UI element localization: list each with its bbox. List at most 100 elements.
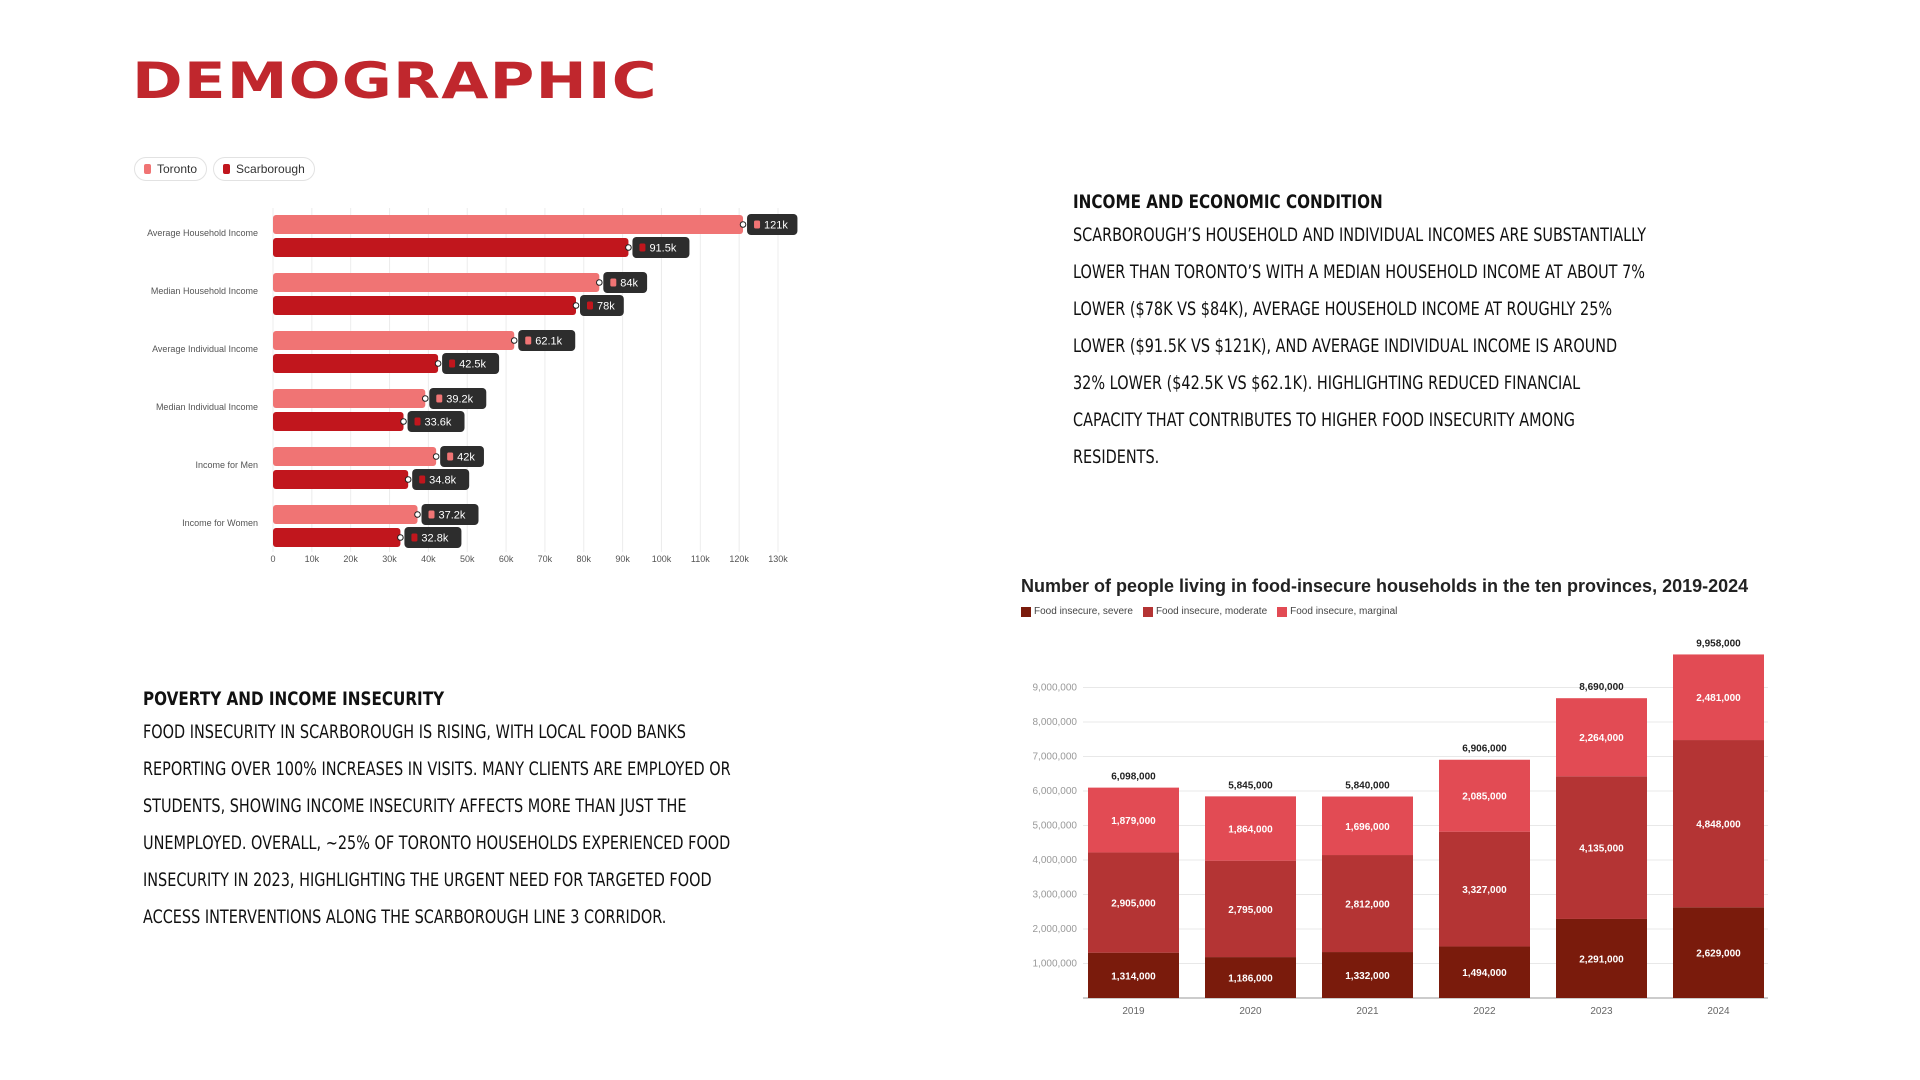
data-label-swatch <box>447 452 454 461</box>
data-label: 39.2k <box>446 394 473 406</box>
segment-value-label: 4,848,000 <box>1696 820 1741 831</box>
legend-swatch-moderate <box>1142 606 1153 617</box>
x-tick-label: 2021 <box>1356 1006 1379 1017</box>
x-tick-label: 2019 <box>1122 1006 1145 1017</box>
legend-swatch-severe <box>1021 606 1031 617</box>
legend-swatch-toronto <box>144 164 151 174</box>
data-label-badge <box>429 388 487 409</box>
food-insecurity-stacked-chart: 1,000,000 2,000,000 3,000,000 4,000,000 5,00… <box>1033 638 1768 1017</box>
data-label-swatch <box>754 220 761 229</box>
segment-value-label: 1,332,000 <box>1345 971 1390 982</box>
data-label: 84k <box>620 278 638 290</box>
bar-toronto-income-for-women <box>273 505 418 524</box>
legend-item-scarborough[interactable]: Scarborough <box>213 157 315 181</box>
x-tick-label: 10k <box>305 554 320 564</box>
data-label: 32.8k <box>421 533 448 545</box>
data-label-badge <box>603 272 648 293</box>
bar-segment-food-insecure-marginal-2023 <box>1556 698 1647 777</box>
data-label: 42k <box>457 452 475 464</box>
x-tick-label: 40k <box>421 554 436 564</box>
data-label-swatch <box>428 510 435 519</box>
total-value-label: 8,690,000 <box>1579 682 1624 693</box>
x-tick-label: 110k <box>691 554 710 564</box>
bar-toronto-median-individual-income <box>273 389 426 408</box>
data-label-badge <box>747 214 798 235</box>
legend-item-severe: Food insecure, severe <box>1021 606 1133 617</box>
x-tick-label: 30k <box>382 554 397 564</box>
data-point-marker <box>510 337 518 344</box>
legend-swatch-marginal <box>1277 606 1288 617</box>
segment-value-label: 4,135,000 <box>1579 844 1624 855</box>
bar-segment-food-insecure-severe-2019 <box>1088 952 1179 998</box>
data-label: 33.6k <box>425 417 452 429</box>
x-tick-label: 90k <box>615 554 630 564</box>
bar-scarborough-average-individual-income <box>273 354 439 373</box>
data-point-marker <box>400 418 407 425</box>
bar-segment-food-insecure-moderate-2019 <box>1088 852 1179 953</box>
segment-value-label: 2,812,000 <box>1345 900 1390 911</box>
bar-segment-food-insecure-marginal-2021 <box>1322 796 1413 856</box>
x-tick-label: 80k <box>577 554 592 564</box>
bar-toronto-average-household-income <box>273 215 744 234</box>
bar-scarborough-median-household-income <box>273 296 576 315</box>
bar-scarborough-income-for-men <box>273 470 409 489</box>
data-point-marker <box>434 360 442 367</box>
bar-segment-food-insecure-moderate-2022 <box>1439 831 1530 947</box>
x-tick-label: 2020 <box>1239 1006 1262 1017</box>
segment-value-label: 1,864,000 <box>1228 825 1273 836</box>
category-label: Income for Women <box>182 518 258 528</box>
y-tick-label: 2,000,000 <box>1033 924 1078 935</box>
bar-segment-food-insecure-severe-2020 <box>1205 957 1296 998</box>
legend-swatch-scarborough <box>223 164 231 174</box>
x-tick-label: 120k <box>729 554 749 564</box>
segment-value-label: 2,085,000 <box>1462 792 1507 803</box>
x-tick-label: 100k <box>652 554 672 564</box>
data-point-marker <box>397 534 404 541</box>
x-tick-label: 2024 <box>1707 1006 1730 1017</box>
data-label: 37.2k <box>439 510 466 522</box>
category-label: Median Individual Income <box>156 402 258 412</box>
segment-value-label: 1,696,000 <box>1345 822 1390 833</box>
bar-scarborough-income-for-women <box>273 528 401 547</box>
bar-segment-food-insecure-marginal-2020 <box>1205 796 1296 861</box>
bar-segment-food-insecure-severe-2021 <box>1322 952 1413 998</box>
y-tick-label: 5,000,000 <box>1033 821 1078 832</box>
y-tick-label: 7,000,000 <box>1033 752 1078 763</box>
data-label-badge <box>518 330 576 351</box>
bar-segment-food-insecure-marginal-2022 <box>1439 759 1530 832</box>
y-tick-label: 3,000,000 <box>1033 890 1078 901</box>
legend-label-moderate: Food insecure, moderate <box>1155 606 1268 617</box>
segment-value-label: 2,795,000 <box>1228 905 1273 916</box>
data-label-swatch <box>414 417 421 426</box>
data-label-swatch <box>419 475 426 484</box>
legend-label-scarborough: Scarborough <box>236 162 305 176</box>
x-tick-label: 130k <box>768 554 788 564</box>
income-chart-legend: Toronto Scarborough <box>134 157 315 181</box>
bar-toronto-median-household-income <box>273 273 600 292</box>
legend-item-toronto[interactable]: Toronto <box>134 157 208 181</box>
data-label-swatch <box>587 301 593 310</box>
poverty-section: Poverty and Income Insecurity Food insec… <box>143 688 953 936</box>
data-label: 42.5k <box>459 359 486 371</box>
legend-item-marginal: Food insecure, marginal <box>1277 606 1397 617</box>
food-chart-title: Number of people living in food-insecure… <box>1021 576 1749 596</box>
data-label-badge <box>421 504 479 525</box>
data-label: 121k <box>764 220 788 232</box>
segment-value-label: 2,264,000 <box>1579 733 1624 744</box>
bar-scarborough-average-household-income <box>273 238 629 257</box>
bar-segment-food-insecure-moderate-2020 <box>1205 860 1296 958</box>
total-value-label: 5,840,000 <box>1345 781 1390 792</box>
poverty-section-body: Food insecurity in Scarborough is rising… <box>143 721 731 928</box>
y-tick-label: 4,000,000 <box>1033 855 1078 866</box>
data-point-marker <box>414 511 421 518</box>
x-tick-label: 0 <box>270 554 275 564</box>
bar-toronto-income-for-men <box>273 447 437 466</box>
x-tick-label: 70k <box>538 554 553 564</box>
bar-segment-food-insecure-marginal-2019 <box>1088 787 1179 853</box>
legend-label-toronto: Toronto <box>157 162 198 176</box>
segment-value-label: 2,481,000 <box>1696 693 1741 704</box>
segment-value-label: 1,879,000 <box>1111 816 1156 827</box>
poverty-section-heading: Poverty and Income Insecurity <box>143 688 445 710</box>
bar-toronto-average-individual-income <box>273 331 515 350</box>
total-value-label: 6,906,000 <box>1462 744 1507 755</box>
